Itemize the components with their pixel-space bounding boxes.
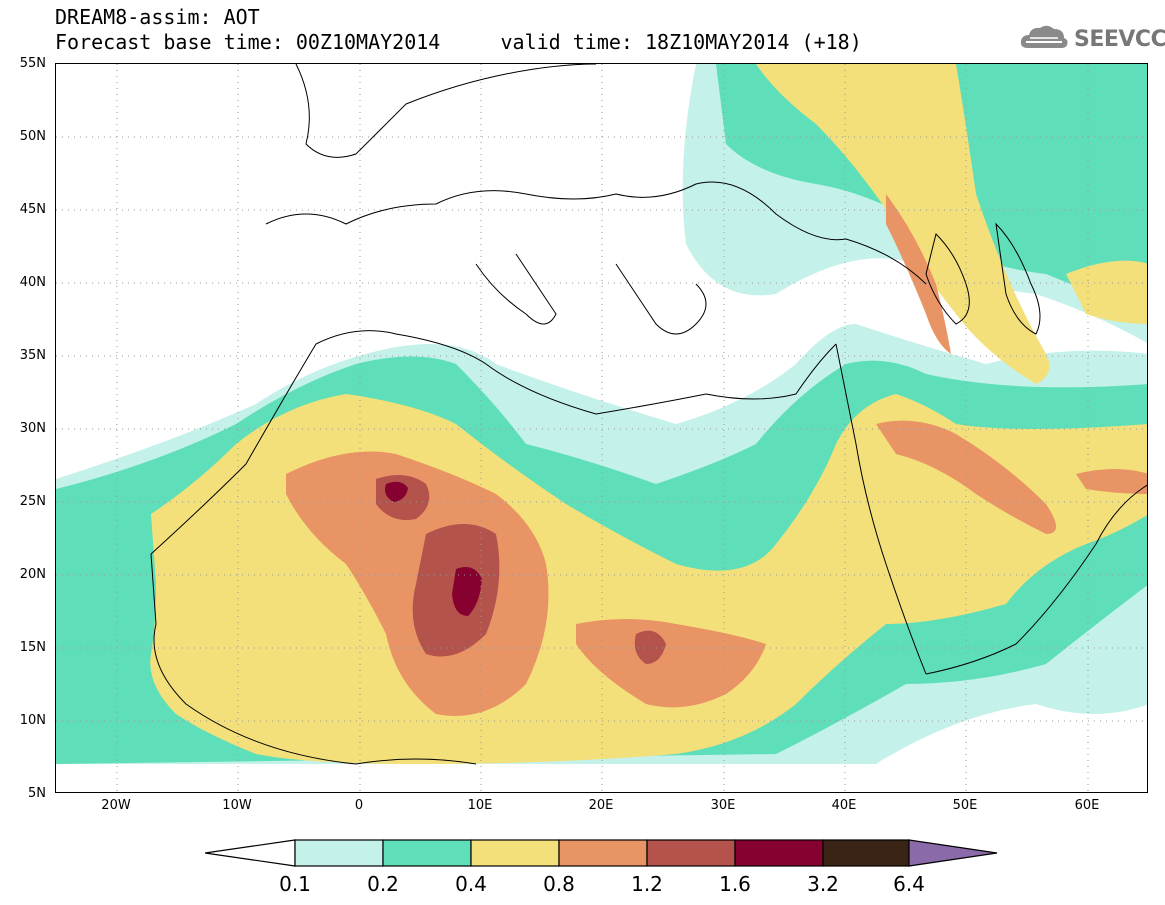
- lat-label: 55N: [19, 56, 46, 71]
- lat-label: 30N: [19, 421, 46, 436]
- lat-label: 5N: [28, 786, 46, 801]
- colorbar-label: 0.8: [543, 872, 575, 896]
- lat-lon-grid: [56, 64, 1147, 792]
- logo-text: SEEVCCC: [1074, 26, 1165, 52]
- lat-label: 35N: [19, 348, 46, 363]
- lon-label: 0: [354, 798, 364, 813]
- colorbar-label: 1.6: [719, 872, 751, 896]
- colorbar-label: 3.2: [807, 872, 839, 896]
- seevccc-logo: SEEVCCC: [1018, 22, 1165, 56]
- colorbar-c4: [558, 839, 648, 867]
- lon-label: 60E: [1074, 798, 1100, 813]
- lat-label: 10N: [19, 713, 46, 728]
- colorbar-over: [908, 839, 998, 867]
- colorbar-c2: [382, 839, 472, 867]
- colorbar-c6: [734, 839, 824, 867]
- colorbar-c3: [470, 839, 560, 867]
- lon-label: 10E: [467, 798, 493, 813]
- colorbar-c1: [294, 839, 384, 867]
- aot-map: [55, 63, 1148, 793]
- colorbar-c5: [646, 839, 736, 867]
- colorbar-label: 0.1: [279, 872, 311, 896]
- lon-label: 50E: [952, 798, 978, 813]
- lat-label: 40N: [19, 275, 46, 290]
- colorbar-under: [204, 839, 296, 867]
- lat-label: 15N: [19, 640, 46, 655]
- cloud-icon: [1018, 22, 1070, 56]
- aot-contour-1.6: [385, 481, 482, 616]
- colorbar-label: 1.2: [631, 872, 663, 896]
- lon-label: 40E: [831, 798, 857, 813]
- lon-label: 30E: [710, 798, 736, 813]
- lon-label: 20E: [588, 798, 614, 813]
- lat-label: 25N: [19, 494, 46, 509]
- lon-label: 10W: [222, 798, 252, 813]
- colorbar-label: 0.4: [455, 872, 487, 896]
- colorbar-label: 6.4: [893, 872, 925, 896]
- forecast-times: Forecast base time: 00Z10MAY2014 valid t…: [55, 30, 862, 54]
- lat-label: 45N: [19, 202, 46, 217]
- lon-label: 20W: [101, 798, 131, 813]
- aot-colorbar: [204, 838, 1000, 872]
- colorbar-label: 0.2: [367, 872, 399, 896]
- map-title: DREAM8-assim: AOT: [55, 5, 260, 29]
- coastlines: [150, 64, 1147, 765]
- lat-label: 50N: [19, 129, 46, 144]
- colorbar-c7: [822, 839, 910, 867]
- lat-label: 20N: [19, 567, 46, 582]
